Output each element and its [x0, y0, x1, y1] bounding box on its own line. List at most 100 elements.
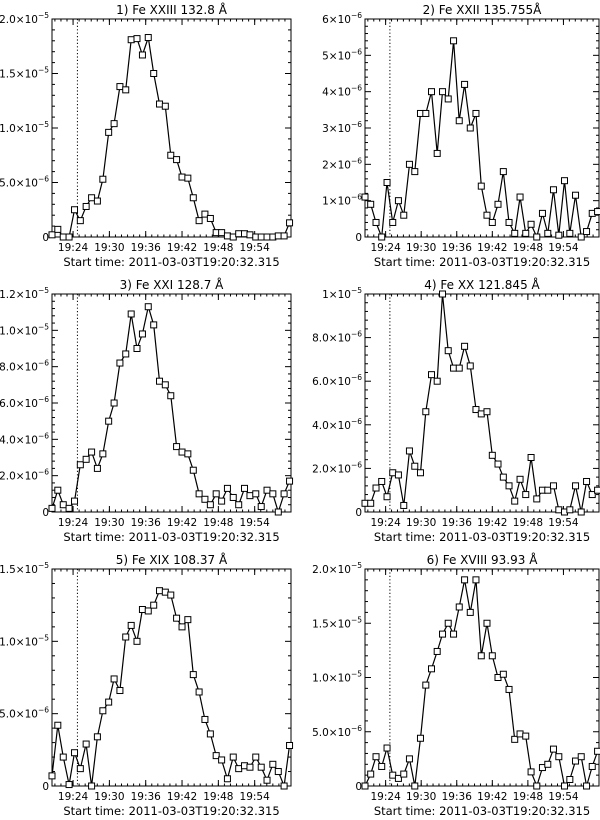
data-point — [93, 197, 101, 205]
data-point — [76, 765, 84, 773]
data-point — [549, 482, 557, 490]
data-point — [99, 450, 107, 458]
data-point — [572, 757, 580, 765]
x-axis-label: Start time: 2011-03-03T19:20:32.315 — [63, 804, 279, 818]
data-point — [483, 619, 491, 627]
data-point — [516, 730, 524, 738]
data-point — [54, 225, 62, 233]
data-point — [161, 381, 169, 389]
data-point — [594, 486, 600, 494]
data-point — [405, 755, 413, 763]
x-tick-label: 19:24 — [58, 242, 89, 254]
data-point — [184, 616, 192, 624]
data-point — [394, 197, 402, 205]
data-point — [361, 193, 369, 201]
data-point — [439, 88, 447, 96]
x-tick-label: 19:54 — [548, 517, 579, 529]
data-point — [505, 482, 513, 490]
data-point — [150, 321, 158, 329]
data-point — [133, 345, 141, 352]
x-axis-label: Start time: 2011-03-03T19:20:32.315 — [374, 255, 590, 269]
data-point — [405, 447, 413, 455]
data-point — [122, 86, 130, 94]
data-point — [461, 80, 469, 88]
data-point — [173, 614, 181, 622]
data-point — [161, 102, 169, 110]
y-tick-label: 0 — [42, 781, 49, 793]
data-point — [178, 448, 186, 456]
plot-frame — [51, 568, 292, 787]
data-point — [280, 490, 288, 498]
data-point — [201, 715, 209, 723]
x-tick-label: 19:30 — [94, 791, 124, 803]
data-point — [246, 492, 254, 500]
x-tick-label: 19:30 — [406, 242, 436, 254]
data-point — [411, 782, 419, 790]
data-point — [433, 149, 441, 157]
data-point — [383, 493, 391, 501]
data-point — [566, 775, 574, 783]
data-point — [527, 768, 535, 776]
x-tick-label: 19:54 — [548, 791, 579, 803]
data-point — [372, 484, 380, 492]
data-point — [105, 698, 113, 706]
data-point — [252, 753, 260, 761]
data-point — [527, 220, 535, 228]
data-point — [269, 490, 277, 498]
data-point — [378, 477, 386, 485]
data-point — [257, 503, 265, 511]
data-point — [218, 497, 226, 505]
data-point — [588, 762, 596, 770]
data-point — [588, 491, 596, 499]
y-tick-label: 8.0×10−6 — [312, 330, 362, 345]
data-point — [178, 173, 186, 181]
y-tick-label: 2.0×10−5 — [312, 561, 362, 576]
data-point — [127, 36, 135, 44]
data-point — [488, 652, 496, 660]
data-point — [235, 501, 243, 509]
x-axis-label: Start time: 2011-03-03T19:20:32.315 — [63, 530, 279, 544]
data-point — [499, 473, 507, 481]
data-point — [76, 217, 84, 225]
data-point — [477, 652, 485, 660]
data-point — [577, 233, 585, 241]
data-point — [544, 760, 552, 768]
data-point — [280, 782, 288, 790]
data-point — [257, 763, 265, 771]
data-point — [455, 117, 463, 125]
y-tick-label: 1×10−5 — [322, 286, 362, 301]
data-point — [286, 219, 294, 227]
data-point — [48, 504, 56, 512]
data-point — [206, 214, 214, 222]
data-point — [561, 177, 569, 185]
data-point — [566, 229, 574, 237]
data-point — [549, 186, 557, 194]
panel-title: 5) Fe XIX 108.37 Å — [116, 552, 228, 567]
data-point — [286, 477, 294, 485]
data-point — [263, 486, 271, 494]
data-point — [218, 756, 226, 764]
data-point — [144, 303, 152, 311]
data-point — [99, 175, 107, 183]
y-tick-label: 5.0×10−6 — [0, 175, 49, 190]
y-tick-label: 1.5×10−5 — [0, 66, 49, 81]
y-tick-label: 4.0×10−6 — [312, 417, 362, 432]
data-point — [110, 120, 118, 128]
data-point — [522, 732, 530, 740]
data-point — [439, 290, 447, 298]
data-point — [235, 230, 243, 238]
data-point — [105, 417, 113, 425]
data-point — [472, 406, 480, 414]
data-point — [127, 621, 135, 629]
series-line — [364, 579, 599, 788]
y-tick-label: 1×10−6 — [322, 193, 362, 208]
x-tick-label: 19:54 — [240, 242, 271, 254]
x-tick-label: 19:54 — [548, 242, 579, 254]
data-point — [477, 182, 485, 190]
panel-2: 2) Fe XXII 135.755Å 19:24 19:30 19:36 19:42 1… — [322, 2, 600, 269]
data-point — [156, 587, 164, 595]
y-tick-label: 1.0×10−5 — [312, 670, 362, 685]
data-point — [241, 484, 249, 492]
data-point — [189, 194, 197, 202]
y-tick-label: 0 — [355, 781, 362, 793]
